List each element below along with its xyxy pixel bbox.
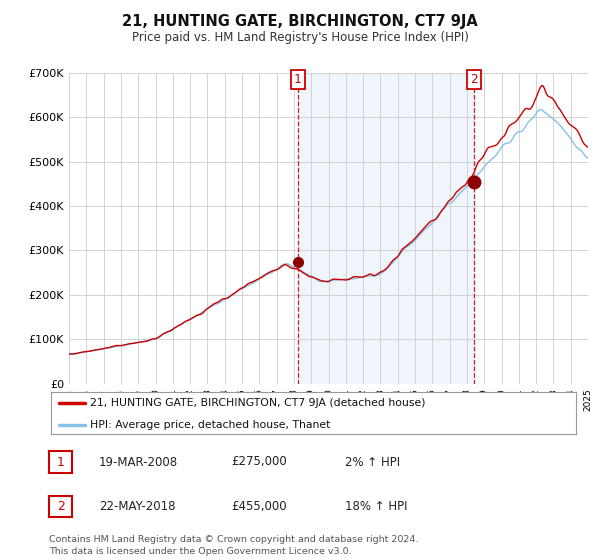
Text: 18% ↑ HPI: 18% ↑ HPI <box>345 500 407 514</box>
Text: 2% ↑ HPI: 2% ↑ HPI <box>345 455 400 469</box>
Text: 22-MAY-2018: 22-MAY-2018 <box>99 500 176 514</box>
Text: 1: 1 <box>56 455 65 469</box>
Text: 21, HUNTING GATE, BIRCHINGTON, CT7 9JA (detached house): 21, HUNTING GATE, BIRCHINGTON, CT7 9JA (… <box>91 398 426 408</box>
Text: 2: 2 <box>470 73 478 86</box>
Text: Price paid vs. HM Land Registry's House Price Index (HPI): Price paid vs. HM Land Registry's House … <box>131 31 469 44</box>
Text: £455,000: £455,000 <box>231 500 287 514</box>
Text: £275,000: £275,000 <box>231 455 287 469</box>
Text: 21, HUNTING GATE, BIRCHINGTON, CT7 9JA: 21, HUNTING GATE, BIRCHINGTON, CT7 9JA <box>122 14 478 29</box>
Bar <box>298 73 473 384</box>
Text: 2: 2 <box>56 500 65 514</box>
Text: Contains HM Land Registry data © Crown copyright and database right 2024.
This d: Contains HM Land Registry data © Crown c… <box>49 535 419 556</box>
Text: 19-MAR-2008: 19-MAR-2008 <box>99 455 178 469</box>
Text: 1: 1 <box>294 73 301 86</box>
Text: HPI: Average price, detached house, Thanet: HPI: Average price, detached house, Than… <box>91 420 331 430</box>
